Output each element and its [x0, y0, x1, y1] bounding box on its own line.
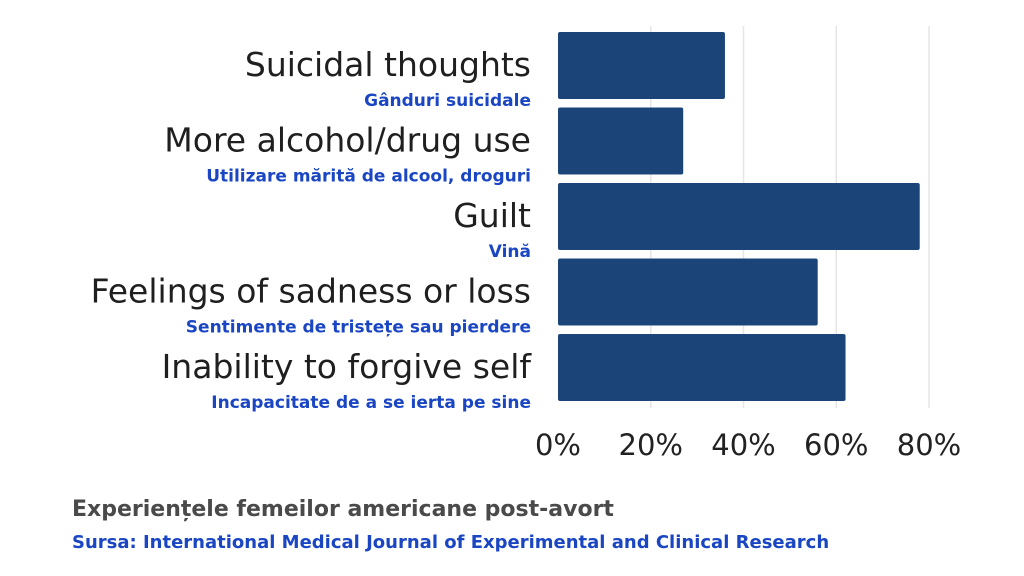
category-label: Guilt [453, 196, 531, 235]
category-label: More alcohol/drug use [164, 121, 531, 160]
x-tick-label: 60% [804, 428, 868, 462]
x-tick-label: 80% [897, 428, 961, 462]
category-labels: Suicidal thoughts Gânduri suicidale More a… [91, 45, 533, 413]
category-translation: Utilizare mărită de alcool, droguri [206, 167, 531, 187]
bar [558, 32, 725, 99]
chart-source: Sursa: International Medical Journal of … [72, 532, 830, 553]
category-translation: Sentimente de tristețe sau pierdere [186, 318, 531, 338]
category-translation: Incapacitate de a se ierta pe sine [211, 393, 531, 413]
bar [558, 258, 818, 326]
x-tick-label: 20% [619, 428, 683, 462]
x-tick-label: 0% [535, 428, 581, 462]
bars [558, 32, 920, 401]
category-translation: Vină [489, 242, 531, 262]
bar [558, 183, 920, 250]
category-label: Inability to forgive self [162, 347, 533, 386]
category-label: Suicidal thoughts [245, 45, 531, 84]
x-tick-label: 40% [711, 428, 775, 462]
category-label: Feelings of sadness or loss [91, 272, 531, 311]
category-translation: Gânduri suicidale [364, 91, 531, 111]
bar-chart: Suicidal thoughts Gânduri suicidale More a… [91, 26, 961, 462]
x-axis-ticks: 0% 20% 40% 60% 80% [535, 428, 961, 462]
chart-caption: Experiențele femeilor americane post-avo… [72, 497, 614, 522]
bar [558, 334, 846, 401]
bar [558, 107, 684, 175]
